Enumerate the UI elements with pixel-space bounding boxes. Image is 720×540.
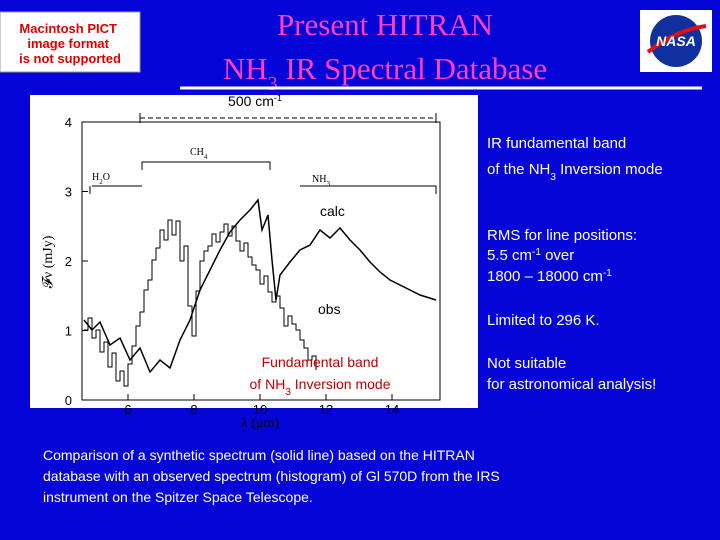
title: NH3 IR Spectral Database — [223, 51, 547, 95]
title: Present HITRAN — [277, 7, 493, 42]
text-run: Fundamental band — [262, 354, 379, 370]
text-run: 1800 – 18000 cm — [487, 268, 603, 285]
text-run: Inversion mode — [291, 376, 391, 392]
text-run: IR Spectral Database — [278, 51, 547, 86]
text-run: of NH — [250, 376, 286, 392]
superscript: -1 — [274, 93, 282, 103]
text-run: NH — [312, 174, 326, 185]
text-run: NH — [223, 51, 268, 86]
obs-label: obs — [318, 301, 341, 317]
subscript: 3 — [285, 387, 291, 398]
logo-swoosh — [646, 24, 707, 54]
y-tick-label: 0 — [65, 393, 72, 408]
calc-label: calc — [320, 203, 345, 219]
y-tick-label: 1 — [65, 324, 72, 339]
logo-text: NASA — [656, 33, 696, 49]
band-note: of NH3 Inversion mode — [250, 376, 391, 398]
note: IR fundamental band — [487, 135, 626, 152]
observed-spectrum — [84, 219, 317, 387]
text-run: 500 cm — [228, 93, 274, 109]
caption-line: instrument on the Spitzer Space Telescop… — [43, 489, 313, 505]
text-run: H — [92, 172, 99, 183]
text-run: CH — [190, 147, 204, 158]
text-run: O — [103, 172, 110, 183]
subscript: 4 — [204, 153, 208, 161]
caption-line: Comparison of a synthetic spectrum (soli… — [43, 447, 475, 463]
note: Limited to 296 K. — [487, 312, 600, 329]
note: RMS for line positions: — [487, 227, 637, 244]
subscript: 3 — [550, 172, 556, 183]
band-brackets — [89, 161, 437, 194]
band-label: NH3 — [312, 174, 330, 188]
superscript: -1 — [603, 268, 612, 279]
superscript: -1 — [532, 247, 541, 258]
line: is not supported — [19, 51, 121, 66]
note: Not suitable — [487, 355, 566, 372]
x-tick-label: 12 — [319, 402, 333, 417]
line: Macintosh PICT — [19, 21, 117, 36]
image-placeholder — [0, 11, 141, 73]
placeholder-text: Macintosh PICT image format is not suppo… — [19, 21, 121, 66]
x-tick-label: 8 — [190, 402, 197, 417]
y-tick-label: 4 — [65, 115, 72, 130]
subscript: 3 — [326, 180, 330, 188]
band-note: Fundamental band — [262, 354, 379, 370]
subscript: 2 — [99, 178, 103, 186]
span-ends — [139, 113, 437, 123]
caption-line: database with an observed spectrum (hist… — [43, 468, 500, 484]
y-axis-label: 𝓕ν (mJy) — [41, 235, 56, 288]
note: 5.5 cm-1 over — [487, 247, 574, 265]
line: image format — [27, 36, 109, 51]
text-run: 5.5 cm — [487, 247, 532, 264]
note: 1800 – 18000 cm-1 — [487, 268, 612, 286]
subscript: 3 — [268, 73, 278, 95]
note: for astronomical analysis! — [487, 376, 656, 393]
synthetic-spectrum — [83, 198, 437, 374]
x-tick-label: 10 — [253, 402, 267, 417]
x-tick-label: 6 — [124, 402, 131, 417]
x-tick-label: 14 — [385, 402, 399, 417]
text-run: of the NH — [487, 161, 550, 178]
y-tick-label: 2 — [65, 254, 72, 269]
y-tick-label: 3 — [65, 185, 72, 200]
figure-panel — [30, 95, 478, 408]
band-label: CH4 — [190, 147, 208, 161]
note: of the NH3 Inversion mode — [487, 161, 663, 183]
title-line: Present HITRAN — [277, 7, 493, 42]
band-label: H2O — [92, 172, 110, 186]
text-run: Inversion mode — [556, 161, 663, 178]
text-run: over — [541, 247, 574, 264]
span-label: 500 cm-1 — [228, 93, 282, 109]
x-axis-label: λ (μm) — [241, 416, 279, 431]
